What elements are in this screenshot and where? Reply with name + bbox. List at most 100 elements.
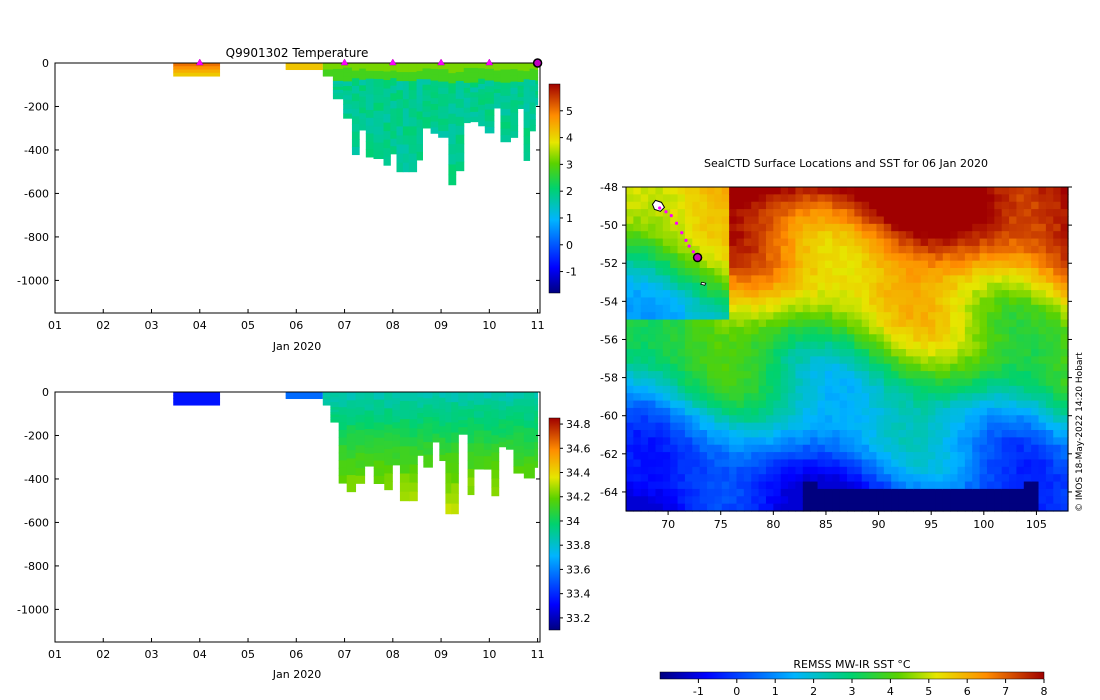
sst-cell <box>869 194 878 203</box>
sst-cell <box>795 341 804 350</box>
sst-cell <box>810 488 819 497</box>
sst-cell <box>1031 466 1040 475</box>
sst-cell <box>751 430 760 438</box>
section-cell <box>445 483 452 494</box>
sst-cell <box>699 407 708 416</box>
sst-cell <box>640 201 649 210</box>
sst-cell <box>729 304 738 313</box>
sst-cell <box>758 349 767 357</box>
section-cell <box>322 403 331 406</box>
salinity-y-ticks: 0-200-400-600-800-1000 <box>17 386 540 616</box>
sst-cell <box>1031 407 1040 416</box>
sst-cell <box>640 245 649 254</box>
sst-cell <box>714 466 723 475</box>
section-cell <box>458 427 469 432</box>
sst-cell <box>1053 415 1062 424</box>
sst-cell <box>935 400 944 409</box>
section-cell <box>455 161 465 172</box>
sst-cell <box>1038 430 1047 438</box>
sst-cell <box>905 304 914 313</box>
sst-cell <box>707 238 715 247</box>
sst-cell <box>957 268 966 276</box>
sst-cell <box>773 481 782 490</box>
sst-cell <box>847 304 855 313</box>
sst-cell <box>1053 334 1062 343</box>
sst-cell <box>942 231 951 240</box>
sst-cell <box>780 275 789 284</box>
section-cell <box>430 115 439 123</box>
section-cell <box>373 407 385 416</box>
sst-cell <box>972 385 981 394</box>
sst-cell <box>773 371 782 380</box>
sst-cell <box>972 297 981 306</box>
sst-cell <box>928 341 936 350</box>
sst-cell <box>847 488 855 497</box>
section-cell <box>430 68 439 76</box>
sst-cell <box>891 385 900 394</box>
sst-cell <box>684 304 693 313</box>
sst-cell <box>839 260 848 269</box>
sst-cell <box>743 400 752 409</box>
temperature-x-ticks: 01 02 03 04 05 06 07 08 09 10 11 <box>48 309 545 332</box>
sst-cell <box>677 444 686 453</box>
sst-cell <box>1038 385 1047 394</box>
sst-cell <box>979 496 988 505</box>
sst-cell <box>707 474 715 483</box>
sst-cell <box>942 319 951 328</box>
section-cell <box>458 399 469 404</box>
sst-cell <box>972 187 981 195</box>
section-cell <box>396 72 404 82</box>
surface-marker <box>195 58 204 66</box>
sst-cell <box>810 201 819 210</box>
sst-cell <box>839 297 848 306</box>
section-cell <box>399 473 411 484</box>
sst-cell <box>640 363 649 372</box>
sst-cell <box>751 466 760 475</box>
sst-cell <box>913 363 922 372</box>
section-cell <box>498 414 507 420</box>
sst-cell <box>648 363 657 372</box>
sst-cell <box>1016 466 1025 475</box>
sst-cell <box>729 371 738 380</box>
sst-cell <box>758 216 767 225</box>
section-cell <box>355 399 366 408</box>
sst-cell <box>824 407 833 416</box>
sst-cell <box>780 400 789 409</box>
section-cell <box>390 115 397 125</box>
sst-cell <box>869 437 878 446</box>
section-cell <box>364 453 375 461</box>
sst-cell <box>714 422 723 431</box>
sst-cell <box>1045 245 1054 254</box>
sst-cell <box>869 422 878 431</box>
sst-cell <box>736 349 745 357</box>
sst-cell <box>1060 319 1069 328</box>
sst-cell <box>677 452 686 461</box>
sst-cell <box>633 290 642 299</box>
section-cell <box>510 69 519 76</box>
sst-cell <box>773 444 782 453</box>
sst-cell <box>684 356 693 365</box>
sst-cell <box>920 253 929 262</box>
sst-cell <box>1016 341 1025 350</box>
sst-cell <box>824 319 833 328</box>
section-cell <box>513 419 525 427</box>
section-cell <box>513 446 525 454</box>
sst-cell <box>670 393 679 402</box>
sst-cell <box>788 407 797 416</box>
section-cell <box>445 422 452 434</box>
section-cell <box>373 63 385 72</box>
sst-cell <box>876 415 885 424</box>
sst-cell <box>714 488 723 497</box>
section-cell <box>330 412 340 416</box>
sst-cell <box>935 474 944 483</box>
sst-cell <box>913 209 922 218</box>
sst-cell <box>1031 187 1040 195</box>
sst-cell <box>670 194 679 203</box>
sst-cell <box>758 437 767 446</box>
sst-cell <box>1060 297 1069 306</box>
sst-cell <box>854 290 863 299</box>
sst-cell <box>928 253 936 262</box>
section-cell <box>493 63 501 68</box>
section-cell <box>458 423 469 428</box>
